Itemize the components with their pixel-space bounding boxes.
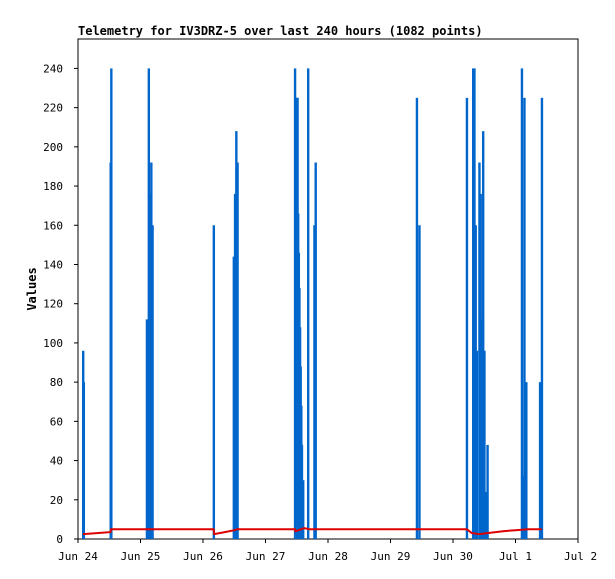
data-bar — [472, 68, 475, 539]
data-bar — [538, 382, 542, 539]
data-bar — [540, 97, 544, 539]
plot-area — [77, 38, 579, 540]
x-axis: Jun 24 Jun 25 Jun 26 Jun 27 Jun 28 Jun 29 Jun … — [58, 539, 597, 563]
data-bar — [148, 193, 152, 539]
y-axis: 0 20 40 60 80 100 120 140 160 180 200 220 240 — [43, 62, 78, 546]
y-tick-label: 80 — [50, 376, 63, 389]
x-tick-label: Jun 30 — [433, 550, 473, 563]
data-bar — [307, 68, 310, 539]
data-bar — [110, 68, 113, 539]
data-bar — [475, 350, 479, 539]
data-bar — [147, 68, 151, 539]
data-bar — [483, 350, 486, 539]
data-bar — [82, 382, 86, 539]
y-tick-label: 160 — [43, 219, 63, 232]
y-tick-label: 140 — [43, 258, 63, 271]
y-axis-label: Values — [25, 267, 39, 310]
y-tick-label: 220 — [43, 102, 63, 115]
data-bar — [145, 319, 149, 539]
data-bar — [313, 225, 316, 539]
data-bar — [232, 256, 236, 539]
data-bar — [486, 444, 489, 539]
y-tick-label: 200 — [43, 141, 63, 154]
y-tick-label: 20 — [50, 494, 63, 507]
y-tick-label: 240 — [43, 62, 63, 75]
data-bar — [474, 225, 477, 539]
data-bar — [484, 491, 487, 539]
y-tick-label: 180 — [43, 180, 63, 193]
series-line — [82, 527, 542, 536]
data-bar — [300, 444, 304, 539]
data-bar — [520, 68, 524, 539]
x-tick-label: Jun 24 — [58, 550, 98, 563]
y-tick-label: 120 — [43, 298, 63, 311]
x-tick-label: Jun 28 — [308, 550, 348, 563]
y-tick-label: 60 — [50, 415, 63, 428]
data-bar — [314, 162, 317, 539]
data-bar — [415, 97, 419, 539]
data-bar — [482, 131, 485, 539]
data-bar — [525, 382, 528, 539]
data-marks — [82, 68, 544, 539]
data-bar — [302, 480, 305, 539]
data-bar — [523, 97, 526, 539]
data-bar — [294, 97, 297, 539]
data-bar — [235, 131, 238, 539]
data-bar — [150, 162, 153, 539]
y-tick-label: 0 — [56, 533, 63, 546]
data-bar — [236, 162, 239, 539]
chart-title: Telemetry for IV3DRZ-5 over last 240 hou… — [78, 24, 483, 38]
x-tick-label: Jun 25 — [121, 550, 161, 563]
data-bar — [212, 225, 216, 539]
y-tick-label: 100 — [43, 337, 63, 350]
data-bar — [151, 225, 154, 539]
x-tick-label: Jun 27 — [246, 550, 286, 563]
data-bar — [233, 193, 237, 539]
x-tick-label: Jun 26 — [183, 550, 223, 563]
data-bar — [473, 68, 476, 539]
data-bar — [465, 97, 469, 539]
data-bar — [479, 193, 482, 539]
data-bar — [522, 476, 525, 539]
y-tick-label: 40 — [50, 455, 63, 468]
x-tick-label: Jul 1 — [499, 550, 532, 563]
x-tick-label: Jun 29 — [371, 550, 411, 563]
data-bar — [478, 162, 481, 539]
data-bar — [480, 319, 484, 539]
data-bar — [418, 225, 421, 539]
x-tick-label: Jul 2 — [564, 550, 597, 563]
